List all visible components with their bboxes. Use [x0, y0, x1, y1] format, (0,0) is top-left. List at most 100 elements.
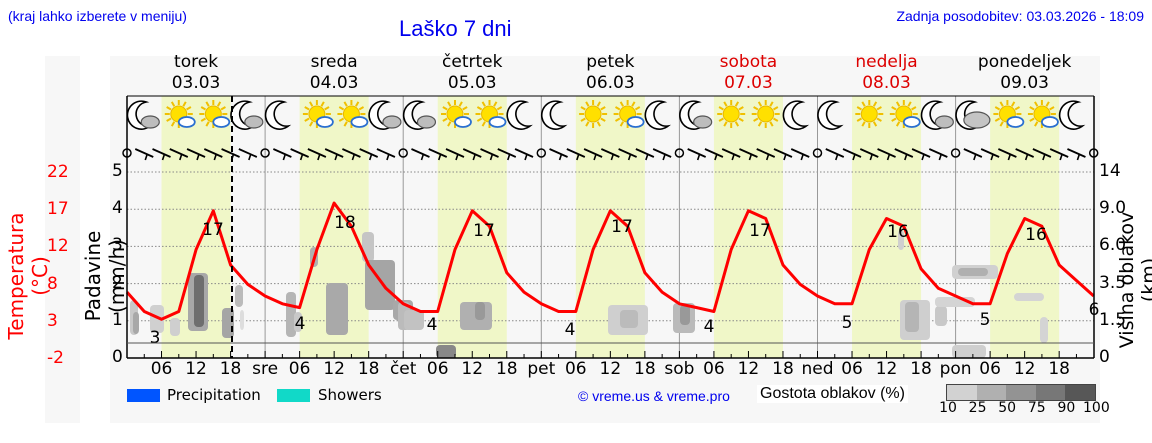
temp-tick: 17 [47, 199, 69, 220]
x-tick: 18 [495, 359, 518, 379]
day-name: četrtek [442, 52, 503, 72]
cloud-density-blobs [130, 230, 1048, 358]
page-title: Laško 7 dni [399, 16, 512, 41]
x-tick: čet [389, 359, 417, 379]
day-date: 05.03 [447, 73, 497, 93]
sun-icon [751, 100, 780, 128]
sun-icon [579, 100, 608, 128]
legend-showers-swatch [277, 389, 310, 402]
sun-cloud-icon [302, 100, 334, 128]
day-header-3: petek 06.03 [550, 52, 670, 94]
moon-icon [817, 100, 844, 130]
cloud-height-tick: 9.0 [1099, 198, 1127, 219]
cloud-density-scale [946, 384, 1096, 401]
region-hint[interactable]: (kraj lahko izberete v meniju) [8, 8, 187, 24]
x-tick: 12 [461, 359, 484, 379]
x-tick: pet [527, 359, 556, 379]
moon-cloud-icon [402, 100, 437, 130]
sun-cloud-icon [475, 100, 507, 128]
moon-cloud-icon [126, 100, 160, 130]
day-header-0: torek 03.03 [136, 52, 256, 94]
day-header-4: sobota 07.03 [688, 52, 808, 94]
last-update: Zadnja posodobitev: 03.03.2026 - 18:09 [896, 8, 1144, 24]
precip-tick: 5 [112, 161, 123, 181]
x-tick: 18 [634, 359, 656, 379]
temp-tick: 3 [47, 310, 58, 331]
precip-tick: 1 [112, 309, 123, 330]
moon-icon [1058, 100, 1086, 130]
x-tick: 12 [323, 359, 345, 379]
x-tick: 18 [357, 359, 380, 379]
day-header-6: ponedeljek 09.03 [965, 52, 1085, 94]
x-tick: sre [252, 359, 279, 379]
temp-label-max: 17 [611, 217, 633, 237]
precip-tick: 3 [112, 235, 123, 256]
cloud-height-tick: 0 [1099, 347, 1110, 367]
moon-icon [540, 100, 568, 130]
x-tick: pon [939, 359, 972, 379]
temp-tick: -2 [47, 348, 64, 368]
wind-barbs-row [122, 148, 1099, 161]
x-tick: 06 [841, 359, 863, 379]
temp-axis-panel [45, 56, 80, 423]
weather-icons-row [126, 100, 1086, 130]
density-tick: 75 [1027, 400, 1046, 416]
x-tick: 18 [910, 359, 932, 379]
x-tick: 06 [288, 359, 311, 379]
density-tick: 90 [1057, 400, 1076, 416]
x-tick: 06 [426, 359, 449, 379]
x-tick: 18 [1048, 359, 1070, 379]
temp-label-max: 18 [334, 213, 356, 233]
x-tick: 12 [185, 359, 207, 379]
moon-cloud-icon [679, 100, 713, 130]
density-swatch [1035, 385, 1066, 400]
x-tick: 06 [564, 359, 587, 379]
x-tick: 12 [599, 359, 622, 379]
legend-precip-label: Precipitation [167, 386, 261, 404]
x-tick: 18 [219, 359, 242, 379]
cloud-height-tick: 3.5 [1099, 272, 1127, 293]
day-date: 04.03 [309, 73, 359, 93]
density-swatch [1065, 385, 1095, 400]
temp-label-max: 16 [887, 222, 909, 242]
sun-cloud-icon [613, 100, 645, 128]
x-tick: 06 [703, 359, 725, 379]
sun-cloud-icon [337, 100, 369, 128]
cloud-height-tick: 14 [1099, 161, 1121, 181]
sun-cloud-icon [199, 100, 231, 128]
day-date: 09.03 [1000, 73, 1049, 93]
moon-cloud-icon [920, 100, 954, 130]
density-tick: 10 [939, 400, 957, 416]
temp-label-min: 4 [295, 314, 306, 334]
sun-icon [717, 100, 746, 128]
temp-label-min: 3 [150, 328, 161, 348]
sun-cloud-icon [993, 100, 1025, 128]
x-tick: 06 [150, 359, 173, 379]
sun-cloud-icon [1027, 100, 1059, 128]
day-date: 07.03 [724, 73, 773, 93]
day-name: nedelja [855, 52, 918, 72]
temp-label-min: 5 [842, 313, 853, 333]
moon-icon [782, 100, 810, 130]
legend-showers-label: Showers [318, 386, 382, 404]
day-name: sobota [719, 52, 778, 72]
day-header-1: sreda 04.03 [274, 52, 394, 94]
x-tick: 12 [737, 359, 760, 379]
moon-cloud-icon [368, 100, 402, 130]
density-swatch [1006, 385, 1036, 400]
moon-heavy-cloud-icon [955, 100, 991, 130]
temp-label-min: 4 [565, 320, 576, 340]
chart-axes [126, 95, 1095, 359]
temperature-line [125, 201, 1095, 321]
precip-tick: 0 [112, 347, 123, 367]
sun-cloud-icon [440, 100, 472, 128]
temp-tick: 12 [47, 236, 69, 257]
copyright-link[interactable]: © vreme.us & vreme.pro [578, 388, 730, 404]
day-name: sreda [310, 52, 358, 72]
legend-precip-swatch [127, 389, 160, 402]
density-swatch [976, 385, 1007, 400]
density-tick: 100 [1083, 400, 1110, 416]
temp-tick: 22 [47, 162, 69, 182]
day-name: ponedeljek [977, 52, 1072, 72]
